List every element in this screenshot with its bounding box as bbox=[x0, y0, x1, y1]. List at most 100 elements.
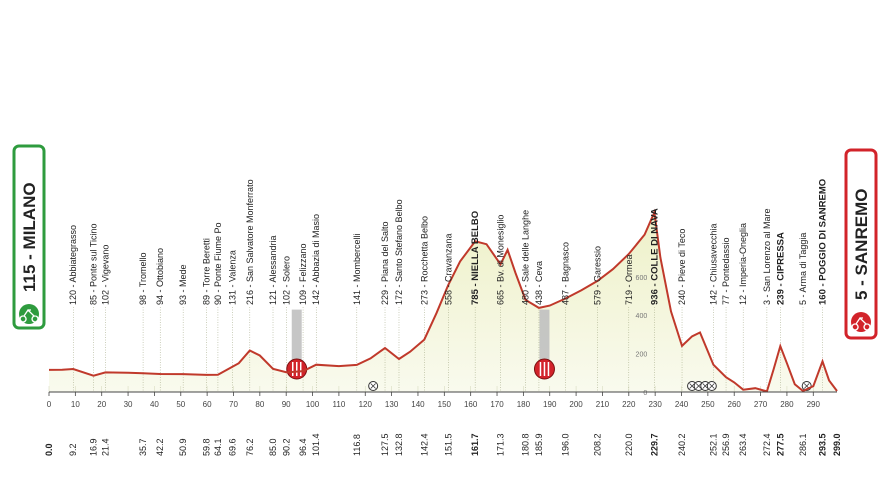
x-tick-label: 290 bbox=[807, 400, 821, 409]
km-label: 69.6 bbox=[227, 438, 237, 456]
location-label: 85 - Ponte sul Ticino bbox=[89, 223, 99, 305]
km-label: 161.7 bbox=[470, 433, 480, 456]
km-label: 240.2 bbox=[677, 433, 687, 456]
x-tick-label: 10 bbox=[71, 400, 80, 409]
x-tick-label: 40 bbox=[150, 400, 159, 409]
km-label: 127.5 bbox=[380, 433, 390, 456]
km-label: 21.4 bbox=[100, 438, 110, 456]
location-label: 936 - COLLE DI NAVA bbox=[649, 208, 660, 305]
x-tick-label: 50 bbox=[176, 400, 185, 409]
km-label: 180.8 bbox=[521, 433, 531, 456]
location-label: 216 - San Salvatore Monferrato bbox=[245, 179, 255, 305]
km-label: 64.1 bbox=[213, 438, 223, 456]
location-label: 480 - Sale delle Langhe bbox=[521, 210, 531, 305]
x-tick-label: 130 bbox=[385, 400, 399, 409]
x-tick-label: 200 bbox=[569, 400, 583, 409]
location-label: 109 - Felizzano bbox=[298, 243, 308, 305]
km-label: 293.5 bbox=[818, 433, 828, 456]
km-label: 85.0 bbox=[268, 438, 278, 456]
x-tick-label: 220 bbox=[622, 400, 636, 409]
km-label: 142.4 bbox=[419, 433, 429, 456]
cross-icon bbox=[689, 383, 695, 389]
x-tick-label: 150 bbox=[438, 400, 452, 409]
location-label: 102 - Solero bbox=[282, 256, 292, 305]
km-label: 76.2 bbox=[245, 438, 255, 456]
km-label: 90.2 bbox=[282, 438, 292, 456]
km-label: 132.8 bbox=[394, 433, 404, 456]
start-icon bbox=[19, 304, 39, 324]
km-label: 229.7 bbox=[649, 433, 659, 456]
x-tick-label: 90 bbox=[282, 400, 291, 409]
km-label: 299.0 bbox=[832, 433, 842, 456]
profile-line bbox=[48, 208, 838, 393]
location-label: 12 - Imperia-Oneglia bbox=[738, 223, 748, 305]
km-label: 263.4 bbox=[738, 433, 748, 456]
location-label: 665 - Bv. di Monesiglio bbox=[496, 215, 506, 305]
x-tick-label: 140 bbox=[411, 400, 425, 409]
location-label: 5 - Arma di Taggia bbox=[798, 233, 808, 305]
x-tick-label: 170 bbox=[490, 400, 504, 409]
location-label: 89 - Torre Beretti bbox=[202, 238, 212, 305]
location-label: 93 - Mede bbox=[178, 264, 188, 305]
km-label: 171.3 bbox=[496, 433, 506, 456]
location-label: 142 - Abbazia di Masio bbox=[311, 214, 321, 305]
location-label: 240 - Pieve di Teco bbox=[677, 229, 687, 305]
y-tick-label: 0 bbox=[643, 390, 647, 397]
location-label: 121 - Alessandria bbox=[268, 235, 278, 305]
km-label: 196.0 bbox=[561, 433, 571, 456]
x-tick-label: 190 bbox=[543, 400, 557, 409]
km-label: 208.2 bbox=[593, 433, 603, 456]
fork-icon bbox=[539, 362, 550, 376]
km-label: 42.2 bbox=[155, 438, 165, 456]
fork-icon bbox=[291, 362, 302, 376]
location-label: 102 - Vigevano bbox=[100, 245, 110, 305]
location-label: 98 - Tromello bbox=[138, 252, 148, 305]
km-label: 151.5 bbox=[443, 433, 453, 456]
x-tick-label: 0 bbox=[47, 400, 52, 409]
y-tick-label: 600 bbox=[636, 275, 648, 282]
start-badge: 115 - MILANO bbox=[12, 144, 46, 330]
bicycle-icon bbox=[19, 308, 39, 323]
profile-area bbox=[49, 212, 837, 392]
plot-area: 0 200 400 600 0 10 20 30 40 50 60 70 80 90 100 110 120 13… bbox=[44, 179, 842, 456]
x-tick-label: 270 bbox=[754, 400, 768, 409]
location-label: 229 - Piana del Salto bbox=[380, 221, 390, 305]
km-label: 252.1 bbox=[708, 433, 718, 456]
feed-zone-band bbox=[291, 309, 302, 368]
bicycle-icon bbox=[851, 316, 871, 331]
x-tick-label: 260 bbox=[728, 400, 742, 409]
x-tick-label: 100 bbox=[306, 400, 320, 409]
cross-icon bbox=[695, 383, 702, 389]
km-label: 116.8 bbox=[352, 434, 362, 456]
location-label: 131 - Valenza bbox=[227, 250, 237, 305]
location-label: 120 - Abbiategrasso bbox=[68, 225, 78, 305]
x-tick-label: 80 bbox=[255, 400, 264, 409]
km-label: 35.7 bbox=[138, 438, 148, 456]
km-label: 185.9 bbox=[534, 433, 544, 456]
x-tick-label: 180 bbox=[517, 400, 531, 409]
x-tick-label: 110 bbox=[333, 400, 346, 409]
location-label: 77 - Pontedassio bbox=[721, 237, 731, 305]
x-tick-label: 120 bbox=[359, 400, 373, 409]
location-label: 487 - Bagnasco bbox=[561, 242, 571, 305]
km-label: 9.2 bbox=[68, 443, 78, 456]
location-label: 172 - Santo Stefano Belbo bbox=[394, 199, 404, 305]
km-label: 101.4 bbox=[311, 433, 321, 456]
finish-badge: 5 - SANREMO bbox=[844, 148, 878, 340]
location-label: 90 - Ponte Fiume Po bbox=[213, 222, 223, 305]
x-tick-label: 60 bbox=[203, 400, 212, 409]
km-label: 272.4 bbox=[762, 433, 772, 456]
km-label: 96.4 bbox=[298, 438, 308, 456]
location-label: 142 - Chiusavecchia bbox=[708, 223, 718, 305]
x-tick-label: 250 bbox=[701, 400, 715, 409]
location-label: 579 - Garessio bbox=[593, 246, 603, 305]
location-label: 558 - Cravanzana bbox=[443, 233, 453, 305]
y-tick-label: 200 bbox=[636, 352, 648, 359]
x-tick-label: 210 bbox=[596, 400, 610, 409]
x-tick-label: 160 bbox=[464, 400, 478, 409]
start-label: 115 - MILANO bbox=[20, 182, 39, 292]
y-tick-label: 400 bbox=[636, 313, 648, 320]
finish-label: 5 - SANREMO bbox=[852, 189, 871, 300]
feed-zone-band bbox=[539, 309, 550, 368]
x-tick-label: 240 bbox=[675, 400, 689, 409]
